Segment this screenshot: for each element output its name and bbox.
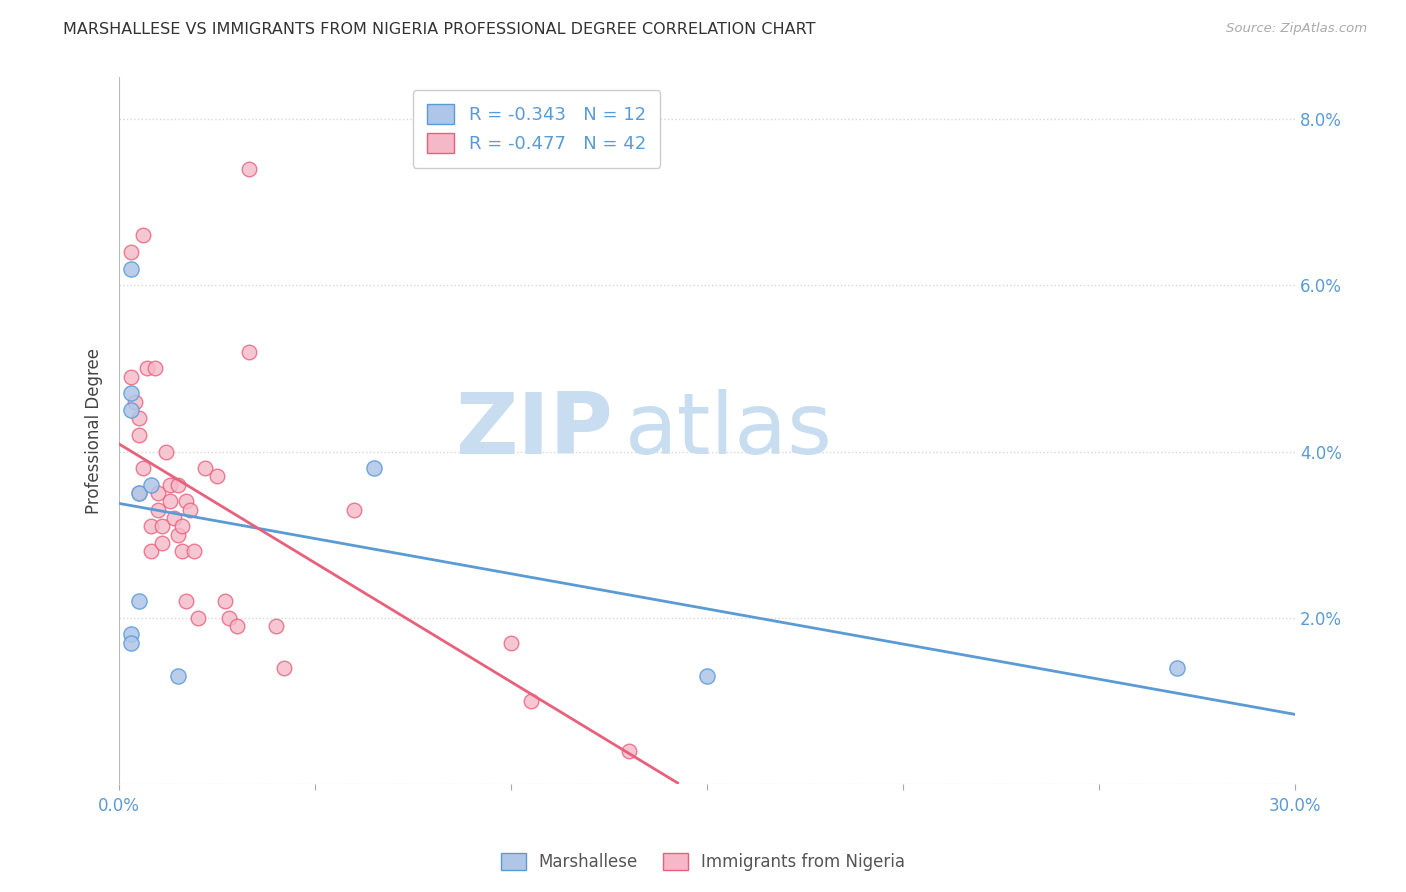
Point	[170, 544, 193, 558]
Point	[150, 519, 173, 533]
Point	[363, 461, 385, 475]
Point	[120, 245, 142, 260]
Legend: R = -0.343   N = 12, R = -0.477   N = 42: R = -0.343 N = 12, R = -0.477 N = 42	[413, 90, 661, 168]
Point	[187, 611, 209, 625]
Point	[132, 461, 155, 475]
Point	[170, 519, 193, 533]
Point	[167, 669, 190, 683]
Point	[139, 544, 162, 558]
Point	[194, 461, 217, 475]
Point	[135, 361, 157, 376]
Point	[128, 594, 150, 608]
Y-axis label: Professional Degree: Professional Degree	[86, 348, 103, 514]
Point	[150, 536, 173, 550]
Point	[179, 502, 201, 516]
Point	[238, 161, 260, 176]
Point	[120, 386, 142, 401]
Text: atlas: atlas	[624, 389, 832, 472]
Point	[128, 486, 150, 500]
Point	[148, 502, 170, 516]
Point	[264, 619, 287, 633]
Text: Source: ZipAtlas.com: Source: ZipAtlas.com	[1226, 22, 1367, 36]
Point	[139, 477, 162, 491]
Point	[163, 511, 186, 525]
Text: ZIP: ZIP	[456, 389, 613, 472]
Point	[120, 261, 142, 276]
Point	[128, 428, 150, 442]
Point	[225, 619, 247, 633]
Point	[1166, 661, 1188, 675]
Point	[207, 469, 229, 483]
Point	[159, 477, 181, 491]
Point	[167, 527, 190, 541]
Point	[139, 519, 162, 533]
Point	[167, 477, 190, 491]
Point	[343, 502, 366, 516]
Point	[617, 744, 640, 758]
Point	[214, 594, 236, 608]
Point	[132, 228, 155, 243]
Point	[120, 627, 142, 641]
Point	[128, 411, 150, 425]
Point	[696, 669, 718, 683]
Point	[183, 544, 205, 558]
Point	[218, 611, 240, 625]
Text: MARSHALLESE VS IMMIGRANTS FROM NIGERIA PROFESSIONAL DEGREE CORRELATION CHART: MARSHALLESE VS IMMIGRANTS FROM NIGERIA P…	[63, 22, 815, 37]
Point	[238, 344, 260, 359]
Point	[120, 636, 142, 650]
Point	[174, 594, 197, 608]
Point	[148, 486, 170, 500]
Point	[120, 369, 142, 384]
Point	[155, 444, 177, 458]
Point	[128, 486, 150, 500]
Point	[501, 636, 523, 650]
Point	[273, 661, 295, 675]
Point	[519, 694, 541, 708]
Legend: Marshallese, Immigrants from Nigeria: Marshallese, Immigrants from Nigeria	[492, 845, 914, 880]
Point	[124, 394, 146, 409]
Point	[159, 494, 181, 508]
Point	[174, 494, 197, 508]
Point	[143, 361, 166, 376]
Point	[120, 403, 142, 417]
